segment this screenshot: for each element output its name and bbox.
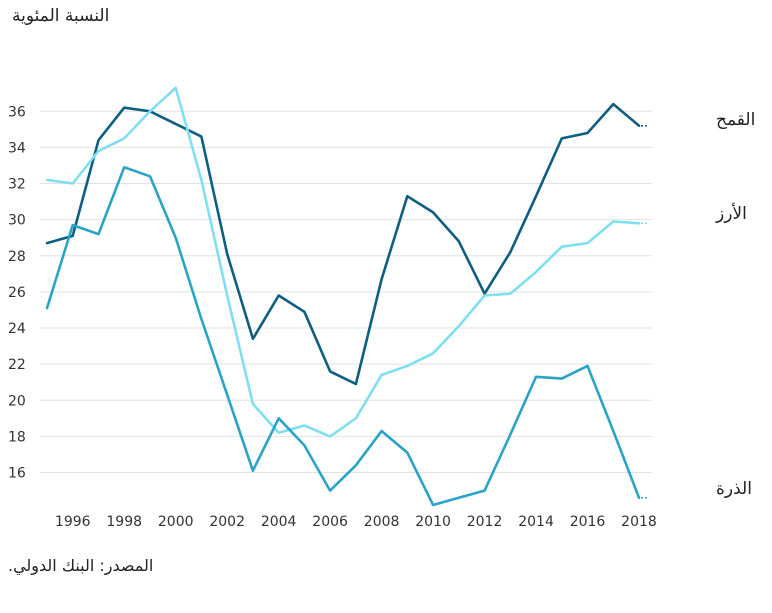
x-tick-label: 2000	[158, 514, 194, 530]
x-tick-label: 1996	[55, 514, 91, 530]
series-lines	[45, 86, 641, 507]
source-note: المصدر: البنك الدولي.	[8, 556, 154, 575]
x-tick-label: 2008	[364, 514, 400, 530]
y-tick-label: 36	[8, 104, 26, 120]
x-tick-label: 2002	[209, 514, 245, 530]
y-tick-label: 22	[8, 357, 26, 373]
x-tick-label: 2016	[570, 514, 606, 530]
y-tick-label: 20	[8, 393, 26, 409]
y-tick-label: 34	[8, 140, 26, 156]
series-label: الذرة	[716, 479, 752, 499]
series-labels: القمح الأرز الذرة	[641, 110, 755, 499]
y-axis-label: النسبة المئوية	[12, 6, 110, 26]
series-label: القمح	[716, 110, 755, 130]
series-label: الأرز	[715, 203, 747, 224]
y-tick-label: 26	[8, 285, 26, 301]
gridlines	[40, 110, 652, 473]
y-tick-label: 28	[8, 249, 26, 265]
x-tick-label: 1998	[106, 514, 142, 530]
y-tick-label: 24	[8, 321, 26, 337]
series-line	[45, 102, 641, 386]
series-line	[45, 166, 641, 507]
y-tick-label: 32	[8, 177, 26, 193]
x-tick-label: 2010	[415, 514, 451, 530]
y-tick-labels: 16 18 20 22 24 26 28 30 32 34 36	[8, 104, 26, 481]
x-tick-label: 2012	[467, 514, 503, 530]
y-tick-label: 18	[8, 429, 26, 445]
x-tick-label: 2004	[261, 514, 297, 530]
y-tick-label: 30	[8, 213, 26, 229]
x-tick-labels: 1996 1998 2000 2002 2004 2006 2008 2010 2012 2014…	[55, 514, 657, 530]
series-line	[45, 86, 641, 438]
x-tick-label: 2014	[518, 514, 554, 530]
y-tick-label: 16	[8, 465, 26, 481]
x-tick-label: 2018	[621, 514, 657, 530]
x-tick-label: 2006	[312, 514, 348, 530]
